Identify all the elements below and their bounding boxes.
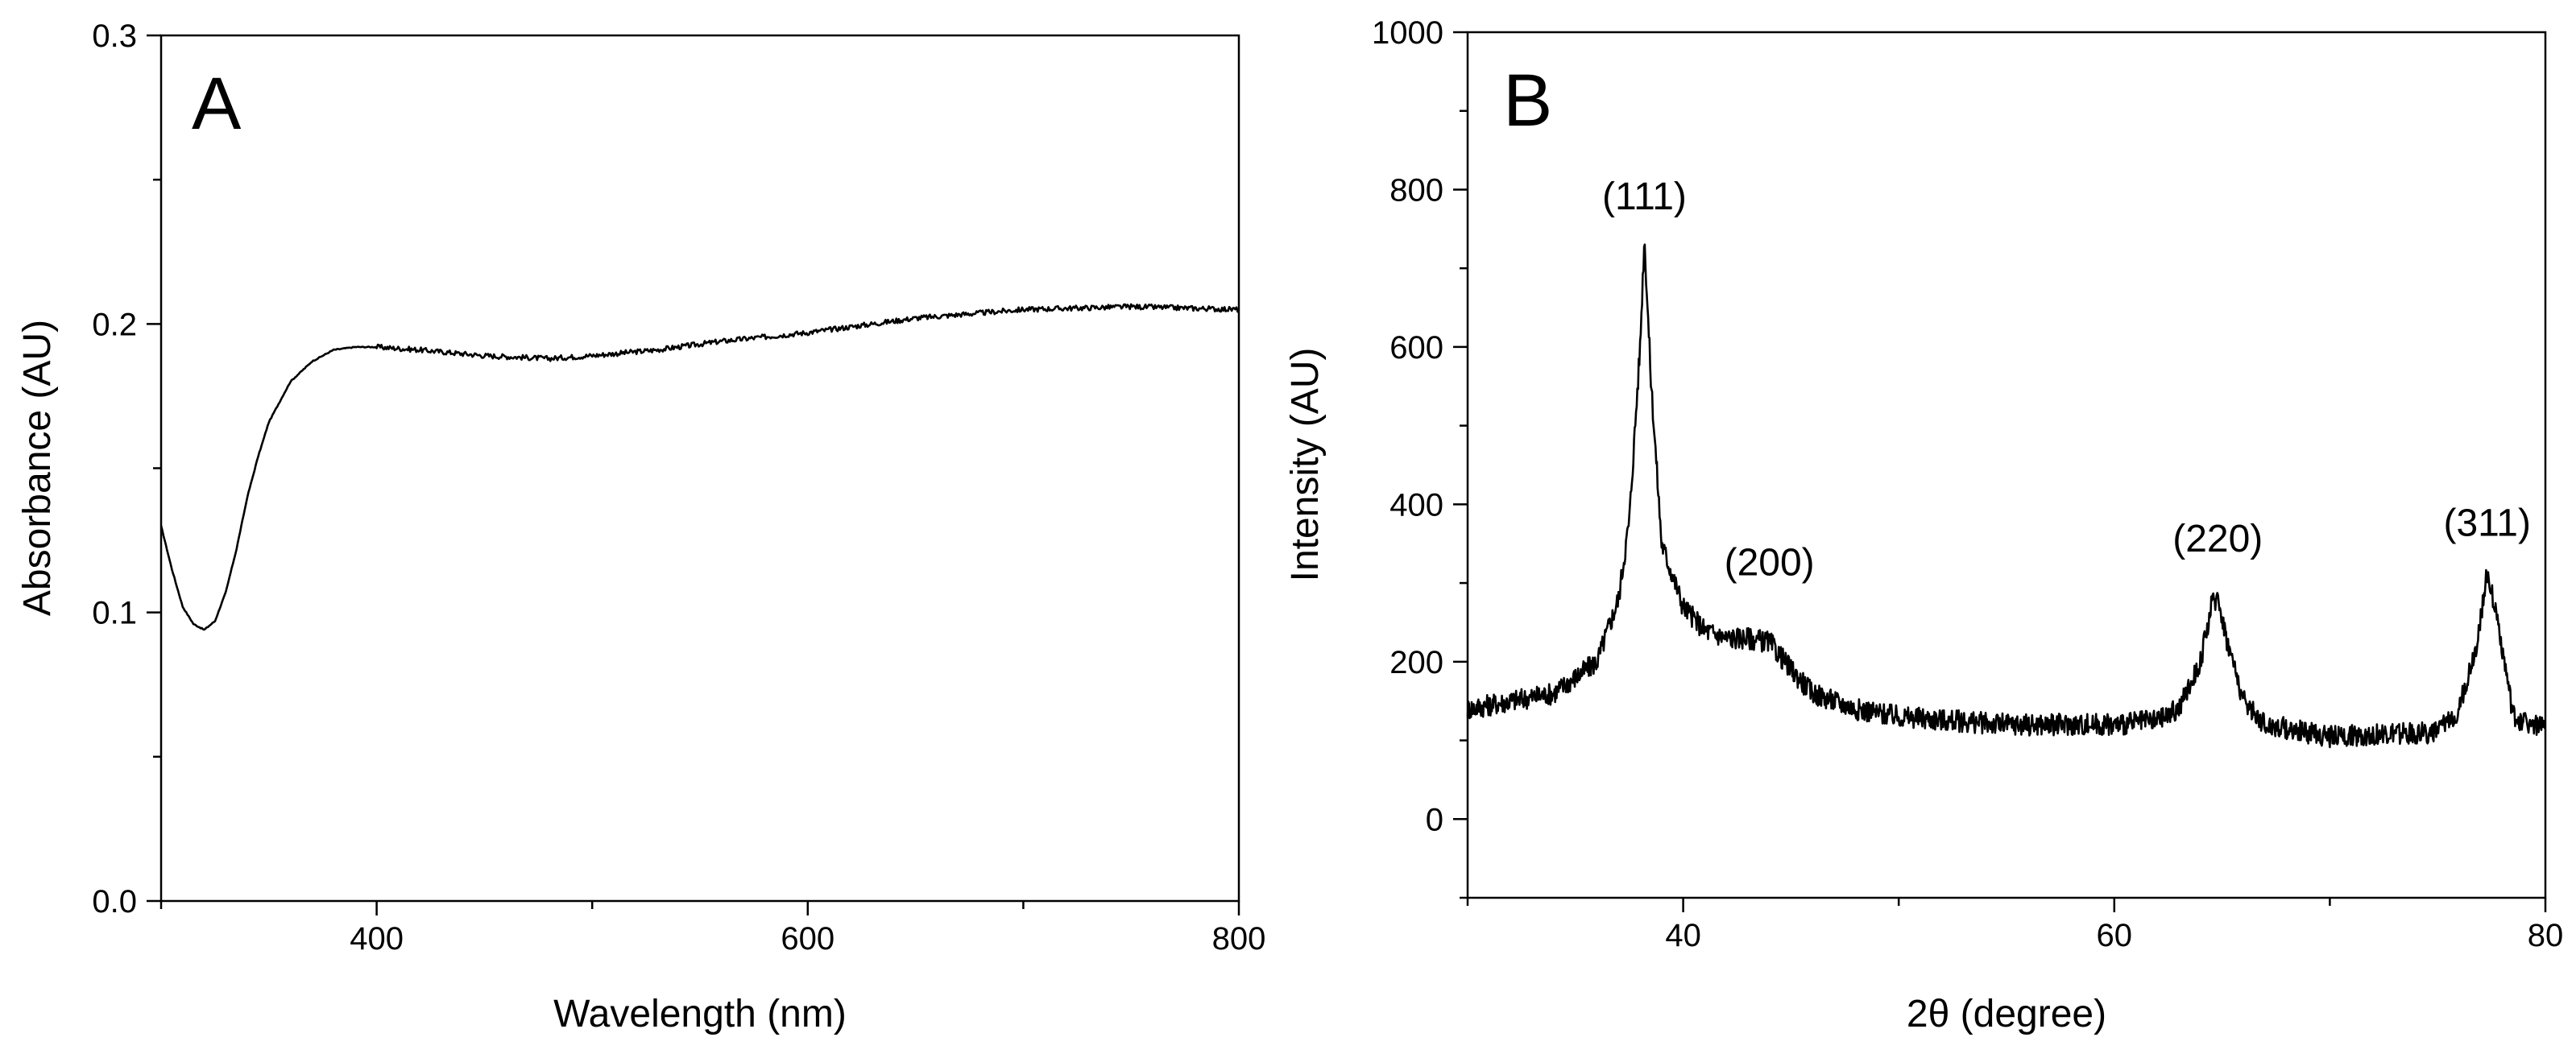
panel-a-y-tick-label: 0.2 <box>92 307 137 342</box>
panel-a-x-tick-label: 800 <box>1212 921 1266 957</box>
panel-b-y-tick-label: 0 <box>1426 802 1443 837</box>
panel-b-xrd-line <box>1466 243 2546 749</box>
panel-b-x-tick-label: 60 <box>2097 918 2133 953</box>
peak-label: (311) <box>2443 502 2531 544</box>
panel-a-y-ticks: 0.0 0.1 0.2 0.3 <box>92 19 161 920</box>
panel-b-peak-labels: (111) (200) (220) (311) <box>1602 176 2531 584</box>
peak-label: (200) <box>1725 541 1815 584</box>
peak-label: (111) <box>1602 176 1687 218</box>
panel-b: B 2θ (degree) Intensity (AU) 40 60 80 0 200… <box>1284 15 2563 1035</box>
panel-a-ylabel: Absorbance (AU) <box>16 320 59 616</box>
peak-label: (220) <box>2172 518 2263 560</box>
panel-b-x-ticks: 40 60 80 <box>1466 898 2564 953</box>
panel-a-x-tick-label: 600 <box>781 921 835 957</box>
panel-a-x-tick-label: 400 <box>350 921 404 957</box>
panel-a-y-tick-label: 0.3 <box>92 19 137 54</box>
panel-b-y-tick-label: 200 <box>1389 645 1443 680</box>
panel-b-x-tick-label: 80 <box>2528 918 2564 953</box>
panel-a-xlabel: Wavelength (nm) <box>553 993 847 1035</box>
panel-b-y-tick-label: 800 <box>1389 172 1443 208</box>
panel-b-y-tick-label: 1000 <box>1372 15 1443 51</box>
panel-a: A Wavelength (nm) Absorbance (AU) 400 600… <box>16 19 1265 1035</box>
panel-a-x-ticks: 400 600 800 <box>159 901 1266 957</box>
panel-a-absorbance-line <box>159 303 1240 631</box>
panel-b-ylabel: Intensity (AU) <box>1284 348 1327 582</box>
panel-a-letter: A <box>192 63 242 145</box>
panel-b-y-ticks: 0 200 400 600 800 1000 <box>1372 15 1468 899</box>
panel-a-plot-frame <box>159 34 1240 903</box>
panel-b-y-tick-label: 600 <box>1389 330 1443 366</box>
panel-b-letter: B <box>1503 60 1552 142</box>
panel-a-y-tick-label: 0.0 <box>92 884 137 920</box>
panel-b-x-tick-label: 40 <box>1665 918 1701 953</box>
panel-b-plot-frame <box>1466 31 2547 899</box>
panel-a-y-tick-label: 0.1 <box>92 596 137 631</box>
panel-b-xlabel: 2θ (degree) <box>1907 993 2106 1035</box>
panel-b-y-tick-label: 400 <box>1389 487 1443 523</box>
